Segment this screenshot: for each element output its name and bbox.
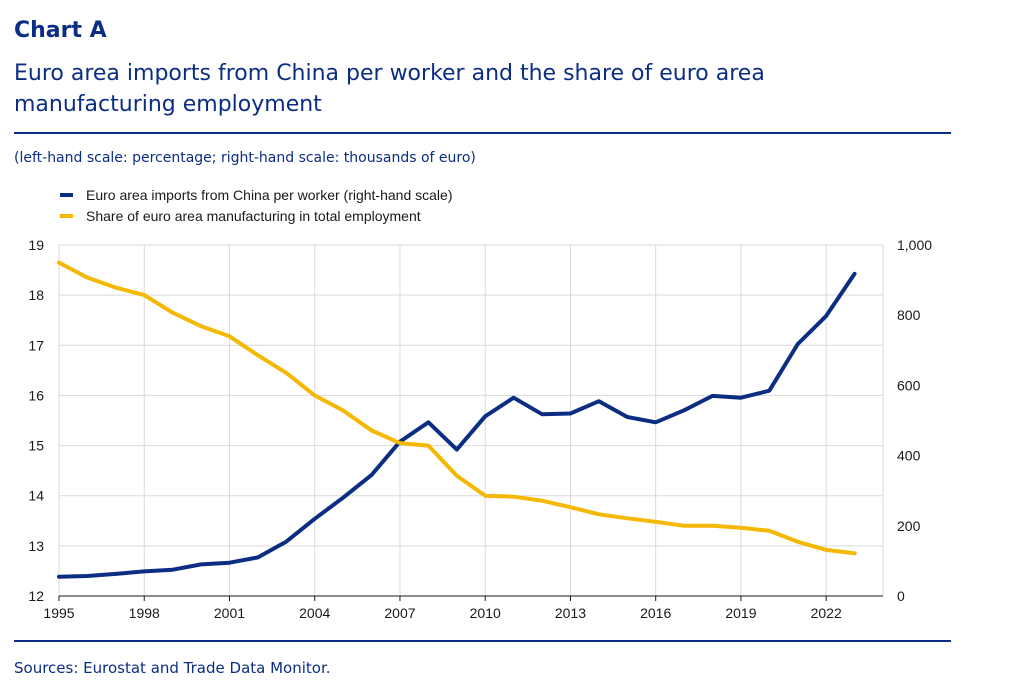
share-point [796, 540, 800, 544]
imports-point [426, 420, 430, 424]
imports-point [199, 562, 203, 566]
x-tick-label: 2004 [299, 605, 330, 621]
y-right-tick-label: 600 [897, 377, 921, 393]
share-series-line [57, 260, 857, 556]
x-tick-label: 2007 [384, 605, 415, 621]
share-point [625, 516, 629, 520]
imports-point [171, 568, 175, 572]
share-point [654, 520, 658, 524]
share-point [142, 293, 146, 297]
x-tick-label: 1998 [129, 605, 160, 621]
imports-point [682, 408, 686, 412]
x-tick-label: 2022 [811, 605, 842, 621]
share-point [483, 494, 487, 498]
source-note: Sources: Eurostat and Trade Data Monitor… [14, 659, 331, 677]
imports-point [597, 399, 601, 403]
imports-point [853, 272, 857, 276]
share-point [739, 526, 743, 530]
share-point [284, 371, 288, 375]
share-point [426, 444, 430, 448]
units-note: (left-hand scale: percentage; right-hand… [14, 150, 476, 166]
x-tick-label: 1995 [43, 605, 74, 621]
share-point [767, 529, 771, 533]
gridlines [58, 244, 884, 597]
x-tick-label: 2001 [214, 605, 245, 621]
share-point [398, 441, 402, 445]
share-point [341, 408, 345, 412]
imports-point [739, 396, 743, 400]
imports-point [796, 342, 800, 346]
share-point [227, 334, 231, 338]
y-right-tick-label: 1,000 [897, 237, 932, 253]
imports-point [227, 561, 231, 565]
y-right-tick-label: 800 [897, 307, 921, 323]
imports-point [654, 420, 658, 424]
x-tick-label: 2010 [470, 605, 501, 621]
share-point [114, 286, 118, 290]
y-left-tick-label: 13 [28, 538, 44, 554]
share-point [85, 276, 89, 280]
share-point [682, 524, 686, 528]
x-tick-label: 2013 [555, 605, 586, 621]
imports-point [625, 415, 629, 419]
imports-point [114, 572, 118, 576]
y-right-tick-label: 400 [897, 448, 921, 464]
share-point [313, 393, 317, 397]
imports-point [256, 555, 260, 559]
imports-point [512, 396, 516, 400]
share-point [568, 505, 572, 509]
share-point [540, 499, 544, 503]
share-point [512, 495, 516, 499]
bottom-divider [14, 640, 951, 642]
imports-point [711, 394, 715, 398]
imports-point [767, 389, 771, 393]
imports-point [370, 473, 374, 477]
imports-point [341, 496, 345, 500]
axes: 12 13 14 15 16 17 18 19 1995 1998 2001 2004 2007 2010… [28, 237, 932, 621]
imports-point [284, 540, 288, 544]
y-right-tick-label: 0 [897, 588, 905, 604]
y-left-tick-label: 16 [28, 387, 44, 403]
imports-point [455, 448, 459, 452]
share-point [199, 324, 203, 328]
imports-point [85, 574, 89, 578]
chart-subtitle: Euro area imports from China per worker … [14, 61, 765, 117]
x-tick-label: 2019 [725, 605, 756, 621]
share-point [853, 551, 857, 555]
y-left-tick-label: 17 [28, 337, 44, 353]
x-tick-label: 2016 [640, 605, 671, 621]
y-left-tick-label: 15 [28, 438, 44, 454]
share-point [370, 429, 374, 433]
imports-point [568, 411, 572, 415]
y-left-tick-label: 18 [28, 287, 44, 303]
imports-point [824, 314, 828, 318]
imports-series-line [57, 271, 857, 579]
share-point [455, 474, 459, 478]
share-point [711, 524, 715, 528]
y-left-tick-label: 19 [28, 237, 44, 253]
imports-point [483, 414, 487, 418]
y-right-tick-label: 200 [897, 518, 921, 534]
share-point [824, 548, 828, 552]
imports-point [57, 575, 61, 579]
imports-point [142, 569, 146, 573]
y-left-tick-label: 14 [28, 488, 44, 504]
share-point [57, 261, 61, 265]
legend: Euro area imports from China per worker … [60, 187, 452, 224]
top-divider [14, 132, 951, 134]
share-point [171, 311, 175, 315]
legend-entry: Euro area imports from China per worker … [86, 187, 452, 203]
share-point [597, 512, 601, 516]
share-point [256, 353, 260, 357]
legend-entry: Share of euro area manufacturing in tota… [86, 208, 421, 224]
imports-point [540, 412, 544, 416]
series-lines [57, 260, 857, 579]
chart-title: Chart A [14, 18, 107, 43]
y-left-tick-label: 12 [28, 588, 44, 604]
imports-point [313, 517, 317, 521]
